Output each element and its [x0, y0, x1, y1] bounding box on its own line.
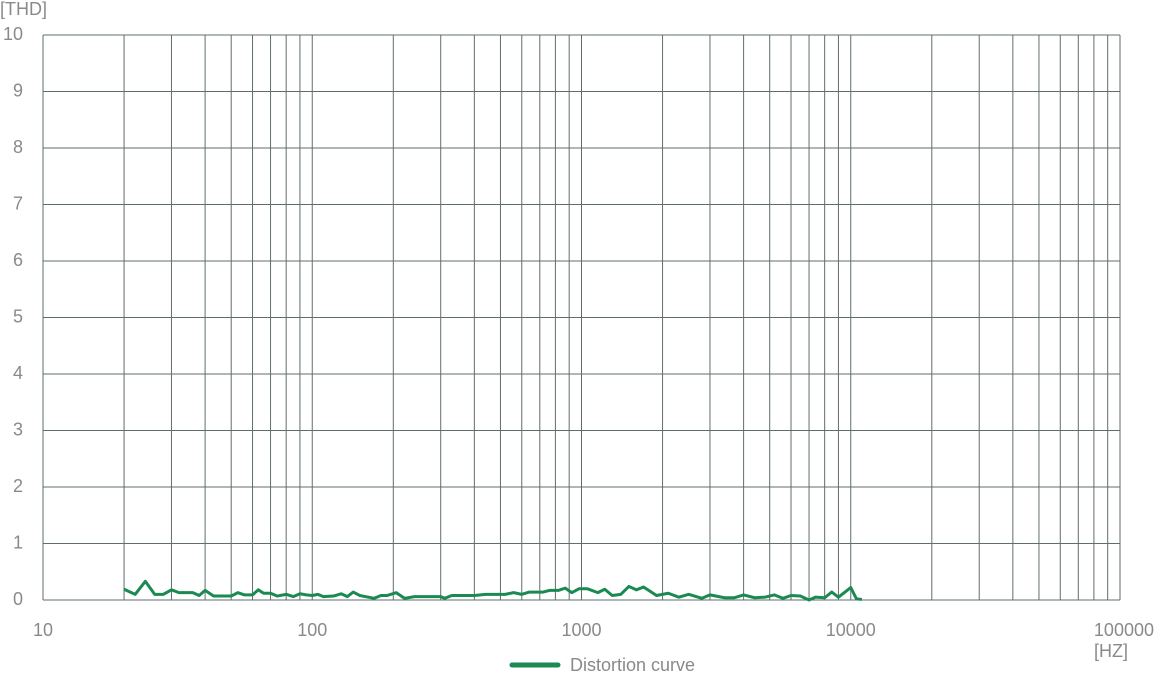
x-tick-label: 100 [297, 620, 327, 640]
y-axis-label: [THD] [0, 0, 47, 19]
y-tick-label: 6 [13, 250, 23, 270]
x-tick-label: 10000 [826, 620, 876, 640]
y-tick-label: 10 [3, 24, 23, 44]
y-tick-label: 0 [13, 589, 23, 609]
y-tick-label: 8 [13, 137, 23, 157]
y-tick-label: 9 [13, 80, 23, 100]
data-line [123, 579, 863, 602]
x-tick-label: 1000 [561, 620, 601, 640]
y-tick-label: 7 [13, 193, 23, 213]
x-tick-label: 10 [33, 620, 53, 640]
x-tick-label: 100000 [1094, 620, 1154, 640]
y-tick-label: 3 [13, 419, 23, 439]
y-tick-label: 4 [13, 363, 23, 383]
legend-label: Distortion curve [570, 655, 695, 673]
y-tick-label: 2 [13, 476, 23, 496]
y-tick-label: 1 [13, 532, 23, 552]
x-axis-label: [HZ] [1094, 641, 1128, 661]
y-tick-label: 5 [13, 306, 23, 326]
